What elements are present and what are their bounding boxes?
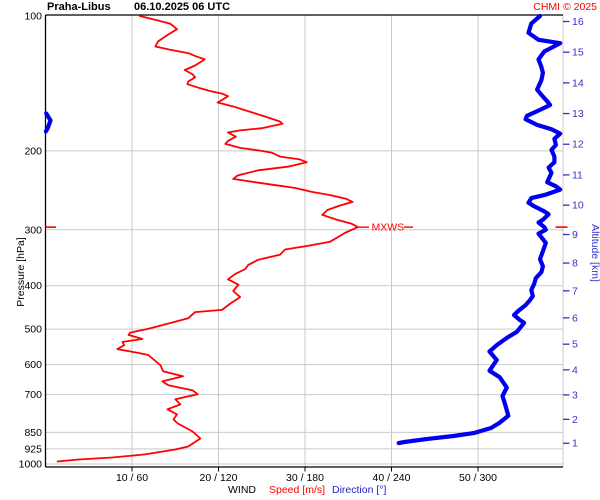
- pressure-tick-label: 600: [24, 359, 42, 371]
- pressure-tick-label: 300: [24, 224, 42, 236]
- wind-tick-label: 10 / 60: [116, 472, 148, 484]
- wind-speed-line: [56, 15, 359, 463]
- pressure-axis-title: Pressure [hPa]: [15, 237, 27, 307]
- wind-tick-label: 30 / 180: [286, 472, 324, 484]
- pressure-tick-label: 200: [24, 145, 42, 157]
- altitude-tick-label: 3: [572, 389, 578, 401]
- copyright-label: CHMI © 2025: [533, 1, 597, 13]
- wind-tick-label: 50 / 300: [459, 472, 497, 484]
- altitude-tick-label: 7: [572, 285, 578, 297]
- altitude-tick-label: 10: [572, 200, 584, 212]
- altitude-tick-label: 5: [572, 339, 578, 351]
- legend-speed-label: Speed [m/s]: [269, 484, 326, 496]
- pressure-tick-label: 850: [24, 427, 42, 439]
- altitude-tick-label: 11: [572, 169, 583, 181]
- altitude-tick-label: 4: [572, 364, 578, 376]
- altitude-tick-label: 16: [572, 16, 584, 28]
- wind-tick-label: 40 / 240: [373, 472, 411, 484]
- legend-wind-label: WIND: [228, 484, 256, 496]
- altitude-tick-label: 14: [572, 77, 584, 89]
- station-title: Praha-Libus: [47, 1, 111, 13]
- pressure-tick-label: 400: [24, 280, 42, 292]
- altitude-tick-label: 1: [572, 438, 578, 450]
- altitude-tick-label: 15: [572, 47, 584, 59]
- pressure-tick-label: 100: [24, 11, 42, 23]
- altitude-tick-label: 2: [572, 414, 578, 426]
- datetime-title: 06.10.2025 06 UTC: [134, 1, 231, 13]
- legend-direction-label: Direction [°]: [332, 484, 387, 496]
- pressure-tick-label: 1000: [19, 459, 43, 471]
- wind-direction-line: [43, 111, 53, 134]
- pressure-tick-label: 925: [24, 443, 42, 455]
- pressure-tick-label: 700: [24, 389, 42, 401]
- wind-tick-label: 20 / 120: [200, 472, 238, 484]
- altitude-tick-label: 6: [572, 312, 578, 324]
- altitude-tick-label: 8: [572, 258, 578, 270]
- mxws-label: MXWS: [372, 222, 405, 234]
- wind-direction-line: [396, 13, 563, 446]
- pressure-tick-label: 500: [24, 324, 42, 336]
- altitude-tick-label: 12: [572, 139, 584, 151]
- altitude-axis-title: Altitude [km]: [589, 224, 600, 282]
- altitude-tick-label: 9: [572, 229, 578, 241]
- altitude-tick-label: 13: [572, 108, 584, 120]
